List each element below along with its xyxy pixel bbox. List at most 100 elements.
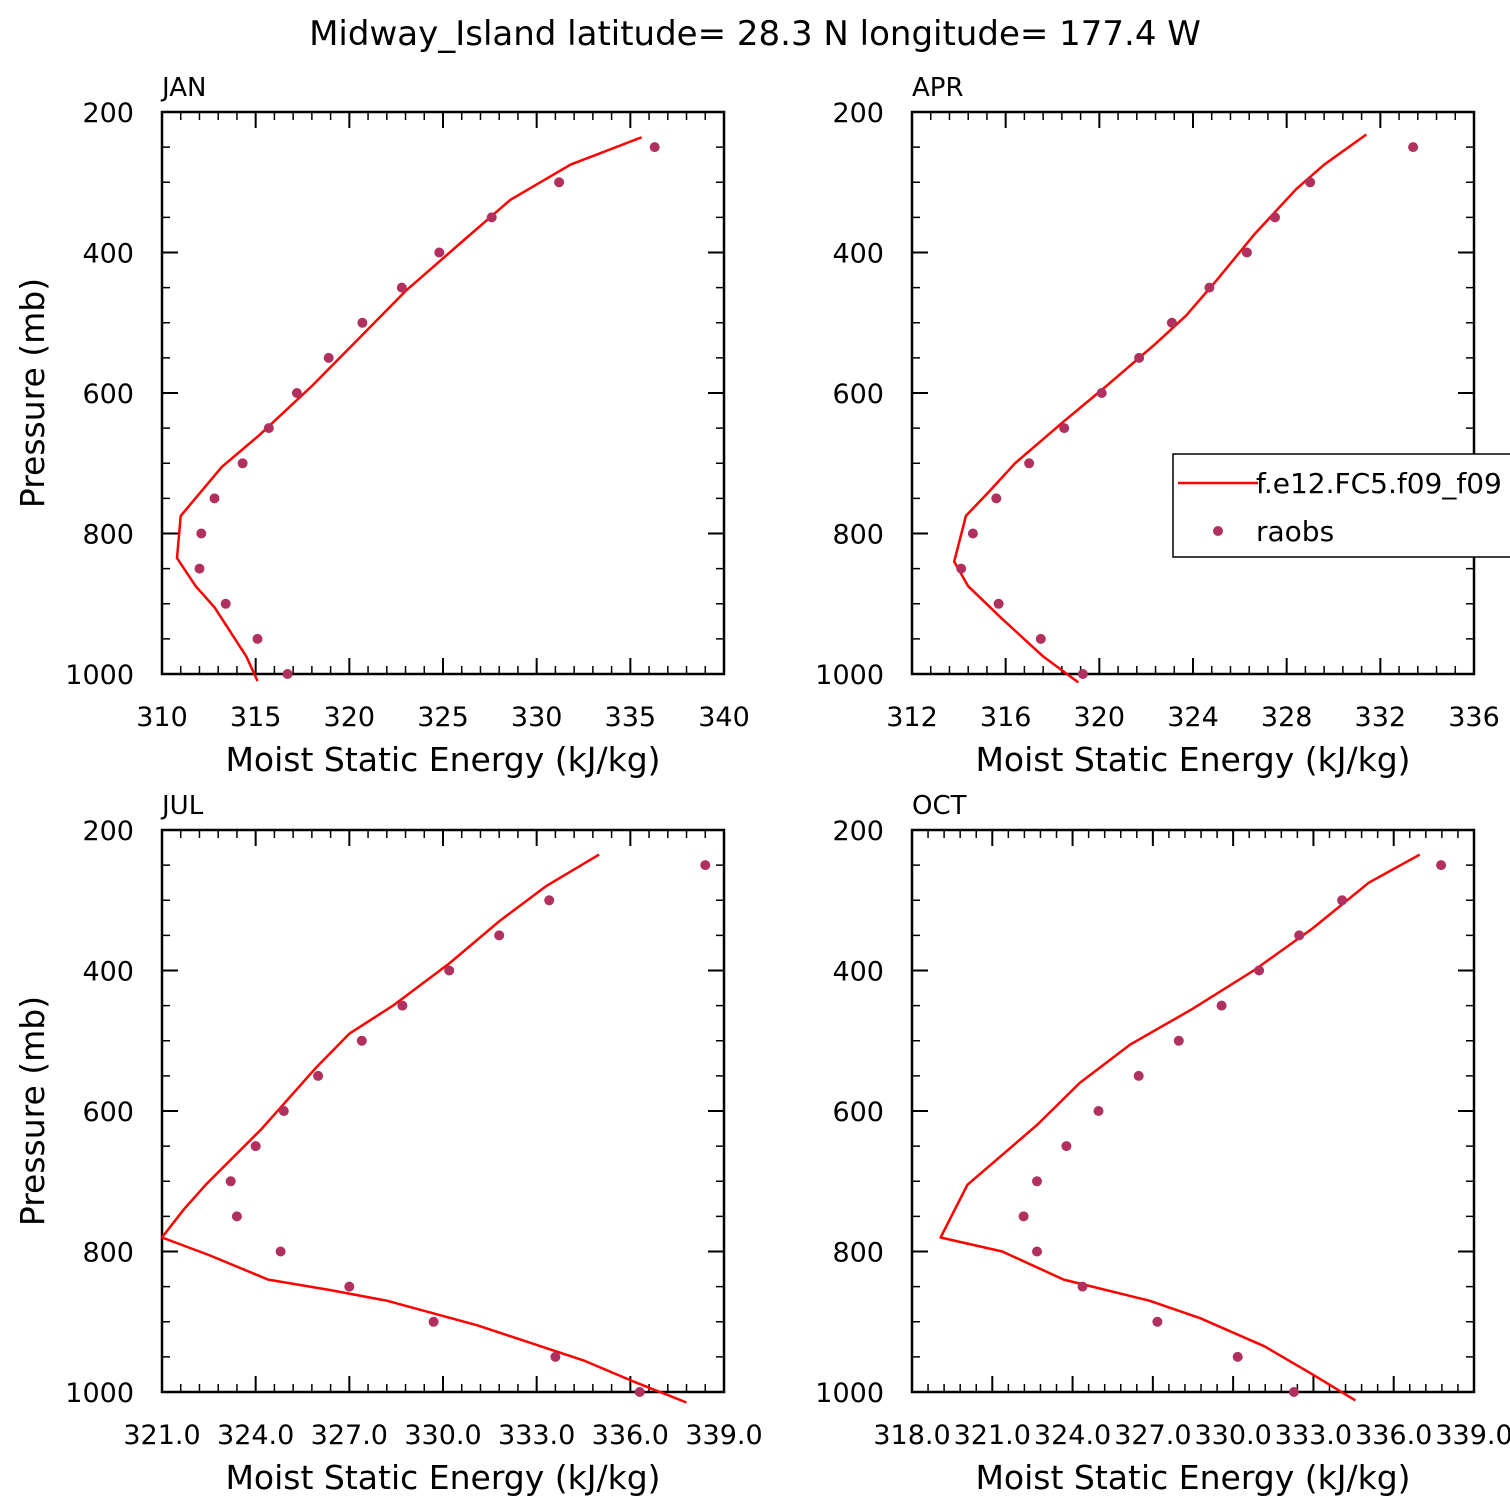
- panel-1-x-tick-label: 320: [1074, 702, 1126, 733]
- panel-0-model-line: [175, 136, 643, 682]
- panel-0-y-axis-label: Pressure (mb): [13, 278, 52, 508]
- panel-3-obs-point: [1032, 1176, 1042, 1187]
- panel-3-obs-point: [1061, 1141, 1072, 1152]
- panel-2-y-tick-label: 600: [82, 1097, 134, 1128]
- panel-3-x-tick-label: 339.0: [1435, 1420, 1510, 1451]
- panel-3-obs-point: [1018, 1211, 1029, 1222]
- panel-1-x-axis-label: Moist Static Energy (kJ/kg): [975, 740, 1410, 779]
- panel-1-y-tick-label: 200: [832, 98, 884, 129]
- panel-1-x-tick-label: 316: [980, 702, 1032, 733]
- panel-0-x-tick-label: 320: [324, 702, 376, 733]
- legend-box: [1172, 453, 1510, 558]
- panel-3-obs-point: [1436, 860, 1447, 871]
- panel-1-y-tick-label: 400: [832, 239, 884, 270]
- panel-2-x-tick-label: 327.0: [311, 1420, 388, 1451]
- legend-model-label: f.e12.FC5.f09_f09: [1256, 467, 1502, 500]
- panel-0-obs-point: [282, 669, 293, 679]
- panel-3-x-tick-label: 333.0: [1275, 1420, 1352, 1451]
- panel-2-obs-point: [356, 1035, 367, 1046]
- panel-2-x-tick-label: 339.0: [685, 1420, 762, 1451]
- panel-1-obs-point: [1077, 669, 1088, 679]
- panel-2-y-tick-label: 1000: [65, 1378, 134, 1409]
- panel-3-x-axis-label: Moist Static Energy (kJ/kg): [975, 1458, 1410, 1497]
- panel-2-x-tick-label: 330.0: [404, 1420, 481, 1451]
- panel-1-obs-point: [993, 598, 1004, 609]
- panel-3-obs-point: [1173, 1035, 1184, 1046]
- legend: f.e12.FC5.f09_f09 raobs: [1172, 453, 1510, 558]
- panel-0-y-tick-label: 600: [82, 379, 134, 410]
- panel-2-y-axis-label: Pressure (mb): [13, 996, 52, 1226]
- panel-oct: OCT 318.0 321.0 324.0 327.0 330.0 333.0 336.0 33…: [815, 791, 1510, 1497]
- panel-2-obs-point: [700, 860, 711, 871]
- panel-0-obs-point: [434, 247, 445, 258]
- panel-2-obs-point: [275, 1246, 286, 1257]
- panel-2-x-tick-label: 321.0: [123, 1420, 200, 1451]
- panel-3-obs-point: [1133, 1070, 1144, 1081]
- panel-2-y-tick-label: 200: [82, 816, 134, 847]
- panel-2-obs-point: [428, 1316, 439, 1327]
- panel-1-obs-point: [1134, 352, 1145, 363]
- panel-1-y-tick-label: 800: [832, 520, 884, 551]
- panel-3-obs-point: [1254, 965, 1265, 976]
- panel-3-x-tick-label: 324.0: [1034, 1420, 1111, 1451]
- panel-1-x-tick-label: 332: [1355, 702, 1407, 733]
- panel-0-x-tick-label: 330: [511, 702, 563, 733]
- panel-0-obs-point: [554, 177, 565, 188]
- panel-1-obs-point: [1096, 388, 1107, 398]
- panel-0-x-tick-label: 325: [417, 702, 469, 733]
- panel-0-y-tick-label: 400: [82, 239, 134, 270]
- panel-1-x-tick-label: 324: [1167, 702, 1219, 733]
- panel-1-obs-point: [1241, 247, 1252, 258]
- panel-3-obs-point: [1032, 1246, 1042, 1257]
- panel-3-y-tick-label: 200: [832, 816, 884, 847]
- panel-1-x-tick-label: 312: [886, 702, 938, 733]
- panel-1-obs-point: [1166, 317, 1177, 328]
- panel-2-obs-point: [494, 930, 505, 941]
- panel-3-obs-point: [1216, 1000, 1227, 1011]
- panel-1-y-tick-label: 1000: [815, 660, 884, 691]
- figure-title: Midway_Island latitude= 28.3 N longitude…: [309, 14, 1201, 54]
- panel-3-y-tick-label: 1000: [815, 1378, 884, 1409]
- panel-2-obs-point: [250, 1141, 261, 1152]
- panel-0-obs-point: [196, 528, 207, 539]
- panel-1-obs-point: [1059, 423, 1070, 434]
- panel-0-x-tick-label: 315: [230, 702, 282, 733]
- panel-2-obs-point: [444, 965, 455, 976]
- panel-0-x-tick-label: 335: [605, 702, 657, 733]
- panel-1-y-tick-label: 600: [832, 379, 884, 410]
- panel-0-y-tick-label: 800: [82, 520, 134, 551]
- panel-3-obs-point: [1288, 1387, 1299, 1397]
- panel-1-obs-point: [1305, 177, 1316, 188]
- panel-0-y-tick-label: 200: [82, 98, 134, 129]
- panel-0-x-axis-label: Moist Static Energy (kJ/kg): [225, 740, 660, 779]
- panel-3-frame: [910, 828, 1476, 1394]
- panel-0-frame: [160, 110, 726, 676]
- panel-2-y-tick-label: 400: [82, 957, 134, 988]
- panel-2-x-tick-label: 336.0: [592, 1420, 669, 1451]
- panel-apr: APR 312 316 320 324 328 332 336 200 400 600 800 1000…: [815, 73, 1499, 779]
- panel-3-obs-point: [1077, 1281, 1088, 1292]
- panel-0-obs-point: [649, 142, 660, 153]
- panel-1-obs-point: [1035, 633, 1046, 644]
- panel-0-obs-point: [237, 458, 248, 469]
- panel-2-y-tick-label: 800: [82, 1238, 134, 1269]
- panel-3-x-tick-label: 327.0: [1114, 1420, 1191, 1451]
- panel-3-y-tick-label: 400: [832, 957, 884, 988]
- panel-3-obs-point: [1152, 1316, 1163, 1327]
- panel-3-obs-point: [1337, 895, 1348, 906]
- panel-0-obs-point: [323, 352, 334, 363]
- panel-0-obs-point: [209, 493, 220, 504]
- panel-3-y-tick-label: 600: [832, 1097, 884, 1128]
- panel-0-obs-point: [194, 563, 205, 574]
- panel-1-obs-point: [991, 493, 1002, 504]
- panel-0-obs-point: [220, 598, 231, 609]
- panel-2-obs-point: [225, 1176, 236, 1187]
- panel-2-model-line: [160, 853, 687, 1404]
- panel-0-obs-point: [396, 282, 407, 293]
- panel-3-model-line: [939, 853, 1421, 1402]
- panel-3-obs-point: [1232, 1351, 1243, 1362]
- panel-0-y-tick-label: 1000: [65, 660, 134, 691]
- panel-2-obs-point: [544, 895, 555, 906]
- panel-1-obs-point: [1408, 142, 1419, 153]
